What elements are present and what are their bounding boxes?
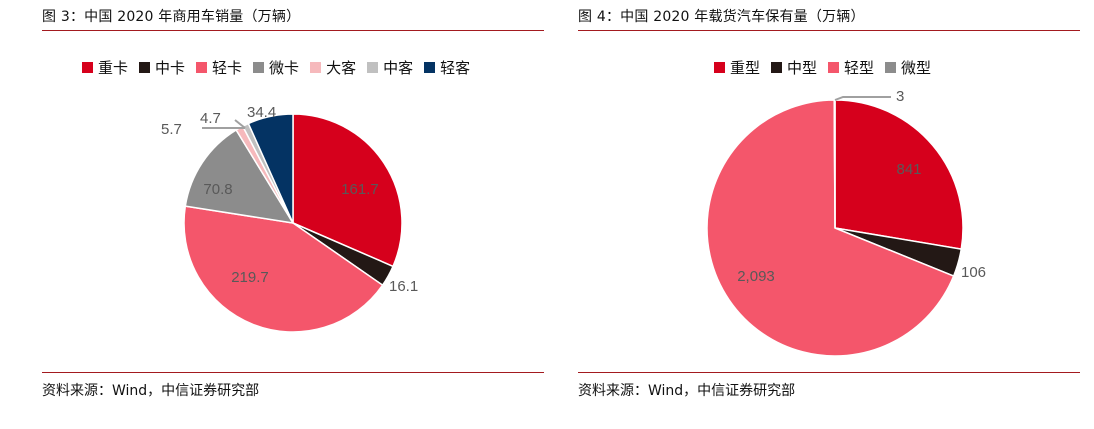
legend-item-4-1: 中型 (771, 57, 817, 78)
legend-label: 中型 (787, 59, 818, 77)
figure-3-panel: 图 3：中国 2020 年商用车销量（万辆） 重卡 中卡 轻卡 微卡 大客 中客 轻客 16… (42, 0, 544, 429)
figure-4-pie-chart: 841 106 2,093 3 (706, 88, 986, 357)
legend-label: 中客 (383, 59, 414, 77)
data-label-4-2: 2,093 (737, 268, 775, 285)
figure-3-top-rule (42, 30, 544, 31)
data-label-3-1: 16.1 (389, 278, 418, 295)
legend-swatch (885, 62, 897, 73)
figure-3-source: 资料来源：Wind，中信证券研究部 (42, 383, 260, 399)
figure-3-bottom-rule (42, 372, 544, 373)
figure-4-bottom-rule (578, 372, 1080, 373)
pie-slice-3-6 (247, 113, 294, 224)
data-label-3-6: 34.4 (247, 104, 276, 121)
legend-label: 大客 (326, 59, 357, 77)
legend-item-4-2: 轻型 (828, 57, 874, 78)
pie-slice-3-2 (183, 205, 384, 333)
legend-item-3-0: 重卡 (82, 57, 128, 78)
figure-3-legend: 重卡 中卡 轻卡 微卡 大客 中客 轻客 (82, 57, 481, 78)
legend-label: 微型 (901, 59, 932, 77)
pie-slice-3-3 (184, 128, 295, 224)
legend-label: 轻卡 (212, 59, 243, 77)
legend-swatch (82, 62, 93, 73)
legend-item-3-3: 微卡 (253, 57, 299, 78)
legend-label: 轻客 (440, 59, 471, 77)
legend-swatch (310, 62, 322, 73)
figure-4-top-rule (578, 30, 1080, 31)
legend-swatch (714, 62, 725, 73)
legend-swatch (196, 62, 208, 73)
figure-4-panel: 图 4：中国 2020 年载货汽车保有量（万辆） 重型 中型 轻型 微型 841 106… (578, 0, 1080, 429)
data-label-3-5: 4.7 (200, 110, 221, 127)
pie-slice-4-3 (833, 99, 836, 229)
legend-item-3-1: 中卡 (139, 57, 185, 78)
legend-item-3-4: 大客 (310, 57, 356, 78)
leader-line-3-5 (234, 119, 246, 129)
legend-label: 重型 (730, 59, 761, 77)
legend-swatch (139, 62, 151, 73)
data-label-3-4: 5.7 (161, 121, 182, 138)
legend-swatch (828, 62, 840, 73)
legend-label: 中卡 (155, 59, 186, 77)
legend-swatch (424, 62, 436, 73)
legend-label: 重卡 (98, 59, 129, 77)
data-label-4-3: 3 (896, 88, 904, 105)
figure-4-legend: 重型 中型 轻型 微型 (714, 57, 942, 78)
legend-item-4-0: 重型 (714, 57, 760, 78)
data-label-3-2: 219.7 (231, 269, 269, 286)
figure-3-title: 图 3：中国 2020 年商用车销量（万辆） (42, 9, 301, 25)
figure-4-source: 资料来源：Wind，中信证券研究部 (578, 383, 796, 399)
legend-label: 微卡 (269, 59, 300, 77)
pie-slice-4-0 (834, 99, 964, 250)
legend-swatch (771, 62, 783, 73)
data-label-3-0: 161.7 (341, 181, 379, 198)
pie-slice-4-2 (706, 99, 955, 357)
pie-slice-3-0 (292, 113, 403, 268)
figure-4-title: 图 4：中国 2020 年载货汽车保有量（万辆） (578, 9, 865, 25)
legend-swatch (367, 62, 379, 73)
legend-swatch (253, 62, 265, 73)
leader-line-4-3 (834, 96, 891, 101)
legend-item-3-5: 中客 (367, 57, 413, 78)
data-label-3-3: 70.8 (203, 181, 232, 198)
legend-item-4-3: 微型 (885, 57, 931, 78)
data-label-4-1: 106 (961, 264, 986, 281)
legend-item-3-6: 轻客 (424, 57, 470, 78)
data-label-4-0: 841 (896, 161, 921, 178)
legend-label: 轻型 (844, 59, 875, 77)
figure-3-pie-chart: 161.7 16.1 219.7 70.8 5.7 4.7 34.4 (161, 104, 418, 333)
legend-item-3-2: 轻卡 (196, 57, 242, 78)
